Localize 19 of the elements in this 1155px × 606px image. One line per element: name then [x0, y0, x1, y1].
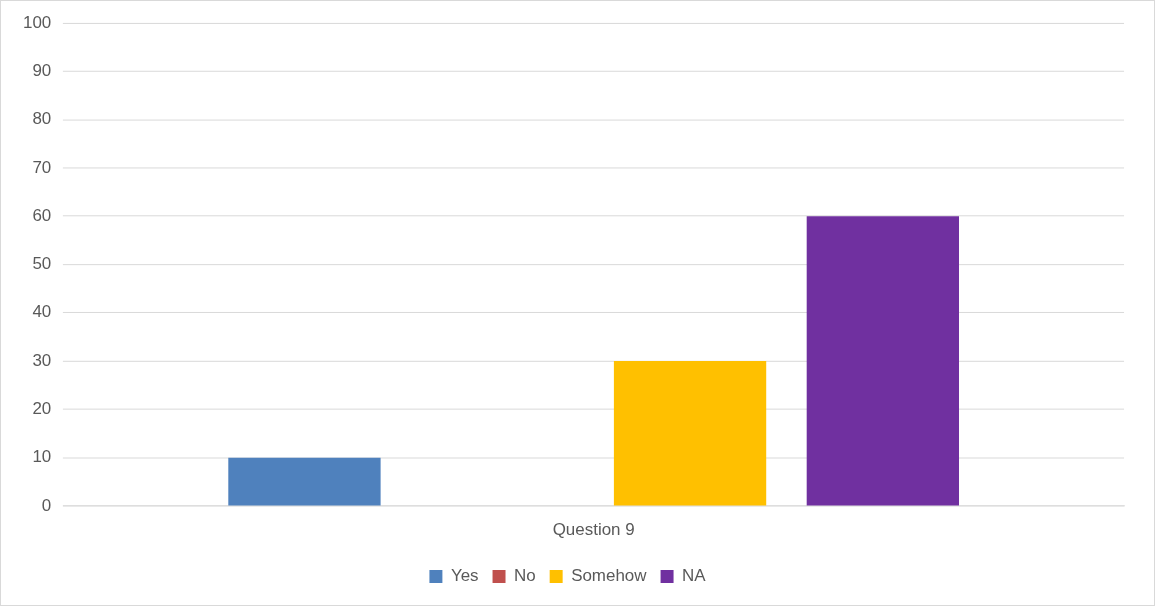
y-tick-label: 10 — [32, 447, 52, 467]
y-tick-label: 40 — [32, 302, 52, 322]
bar — [228, 457, 381, 506]
legend-label: Somehow — [571, 566, 648, 586]
bar — [613, 361, 767, 506]
y-tick-label: 60 — [32, 205, 52, 225]
y-tick-label: 100 — [22, 12, 52, 32]
y-tick-label: 90 — [32, 61, 52, 81]
y-tick-label: 20 — [32, 399, 52, 419]
legend-label: Yes — [450, 566, 479, 586]
y-tick-label: 0 — [41, 495, 52, 515]
x-tick-label: Question 9 — [552, 519, 635, 539]
legend-label: NA — [682, 566, 707, 586]
y-tick-label: 70 — [32, 157, 52, 177]
y-tick-label: 80 — [32, 109, 52, 129]
y-tick-label: 50 — [32, 254, 52, 274]
bar — [806, 216, 960, 506]
legend-label: No — [514, 566, 536, 586]
y-tick-label: 30 — [32, 350, 52, 370]
